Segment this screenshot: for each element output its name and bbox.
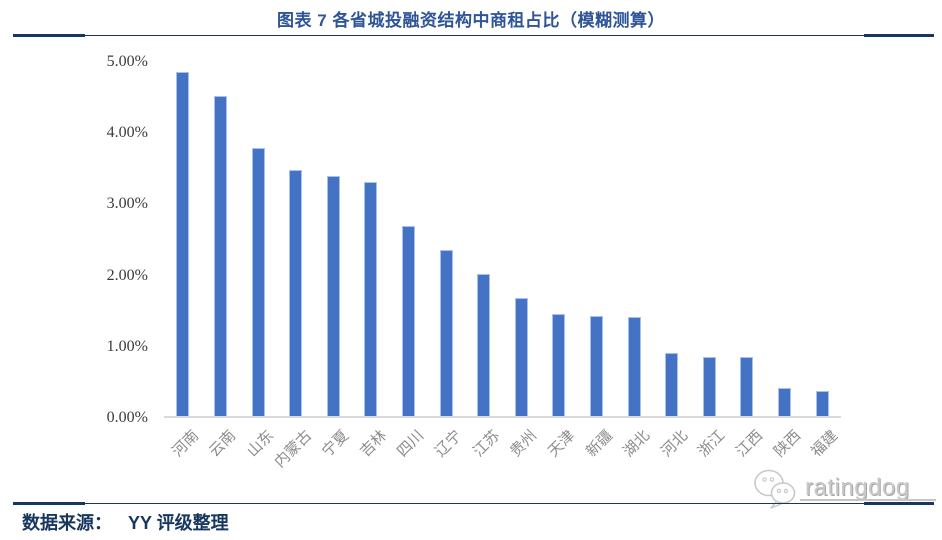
- bar-cell: 四川: [390, 62, 428, 460]
- bar-cell: 河南: [164, 62, 202, 460]
- footer-divider-left-accent: [13, 501, 85, 505]
- y-tick-label: 1.00%: [106, 337, 148, 355]
- bar-辽宁: [439, 249, 453, 416]
- bar-cell: 福建: [803, 62, 841, 460]
- data-source-note: 数据来源： YY 评级整理: [22, 509, 229, 535]
- y-tick-label: 0.00%: [106, 409, 148, 426]
- bar-贵州: [514, 298, 528, 416]
- x-tick-label: 江苏: [469, 427, 503, 461]
- y-tick-label: 3.00%: [106, 195, 148, 213]
- bar-河南: [176, 71, 190, 416]
- x-tick-label: 宁夏: [319, 427, 353, 461]
- y-tick-label: 2.00%: [106, 266, 148, 284]
- bar-cell: 浙江: [691, 62, 728, 460]
- x-tick-label: 河北: [657, 427, 691, 461]
- x-tick-label: 天津: [544, 427, 579, 461]
- x-tick-label: 陕西: [770, 427, 804, 461]
- x-tick-label: 云南: [206, 427, 240, 461]
- title-divider-line: [13, 34, 934, 36]
- x-tick-label: 辽宁: [431, 427, 466, 461]
- y-tick-label: 5.00%: [106, 53, 148, 70]
- bar-cell: 宁夏: [314, 62, 352, 460]
- title-divider-right-accent: [864, 33, 934, 37]
- bar-cell: 山东: [239, 62, 277, 460]
- x-tick-label: 河南: [168, 427, 202, 461]
- y-tick-label: 4.00%: [106, 124, 148, 142]
- watermark-underline: [800, 499, 936, 501]
- bar-江西: [740, 357, 754, 416]
- bar-cell: 江苏: [465, 62, 503, 460]
- x-tick-label: 新疆: [582, 427, 616, 461]
- plot-area: 河南 云南 山东 内蒙古 宁夏 吉林 四川 辽宁 江苏 贵州 天津 新疆 湖北 河北 浙江 江西 陕西 福建: [164, 62, 841, 471]
- bar-浙江: [702, 356, 716, 416]
- bar-江苏: [477, 274, 491, 416]
- x-tick-label: 浙江: [695, 427, 729, 461]
- bar-陕西: [778, 387, 792, 416]
- bar-cell: 吉林: [352, 62, 390, 460]
- x-tick-label: 福建: [808, 427, 842, 461]
- chart-title: 图表 7 各省城投融资结构中商租占比（模糊测算）: [277, 11, 665, 30]
- bar-福建: [815, 391, 829, 416]
- bar-山东: [251, 148, 265, 416]
- bar-河北: [665, 353, 679, 416]
- x-tick-label: 湖北: [620, 427, 654, 461]
- footer-divider-line: [13, 502, 934, 504]
- data-source-value: YY 评级整理: [128, 513, 229, 533]
- x-tick-label: 吉林: [356, 427, 391, 461]
- bar-新疆: [590, 316, 603, 416]
- bar-cell: 江西: [728, 62, 766, 460]
- bar-cell: 贵州: [502, 62, 540, 460]
- x-tick-label: 四川: [394, 427, 428, 461]
- bar-cell: 河北: [653, 62, 691, 460]
- bar-cell: 内蒙古: [271, 62, 315, 471]
- bar-内蒙古: [289, 170, 303, 416]
- x-tick-label: 贵州: [507, 427, 541, 461]
- y-axis: 5.00% 4.00% 3.00% 2.00% 1.00% 0.00%: [0, 0, 148, 440]
- footer-divider-rule: [13, 501, 934, 506]
- brand-watermark-text: ratingdog: [805, 474, 910, 501]
- bar-云南: [213, 95, 227, 416]
- bar-cell: 辽宁: [427, 62, 465, 460]
- x-tick-label: 江西: [732, 427, 767, 461]
- title-divider-rule: [13, 33, 934, 38]
- bar-吉林: [364, 182, 378, 416]
- bar-cell: 新疆: [578, 62, 616, 460]
- bar-天津: [552, 314, 566, 416]
- bar-cell: 陕西: [766, 62, 804, 460]
- bar-四川: [401, 225, 415, 416]
- bar-cell: 云南: [202, 62, 240, 460]
- bar-cell: 湖北: [615, 62, 653, 460]
- bar-宁夏: [326, 176, 340, 416]
- x-tick-label: 内蒙古: [270, 427, 315, 471]
- data-source-label: 数据来源：: [22, 513, 112, 533]
- bar-cell: 天津: [540, 62, 578, 460]
- footer-divider-right-accent: [864, 501, 934, 505]
- bar-湖北: [627, 316, 641, 416]
- title-divider-left-accent: [13, 33, 85, 37]
